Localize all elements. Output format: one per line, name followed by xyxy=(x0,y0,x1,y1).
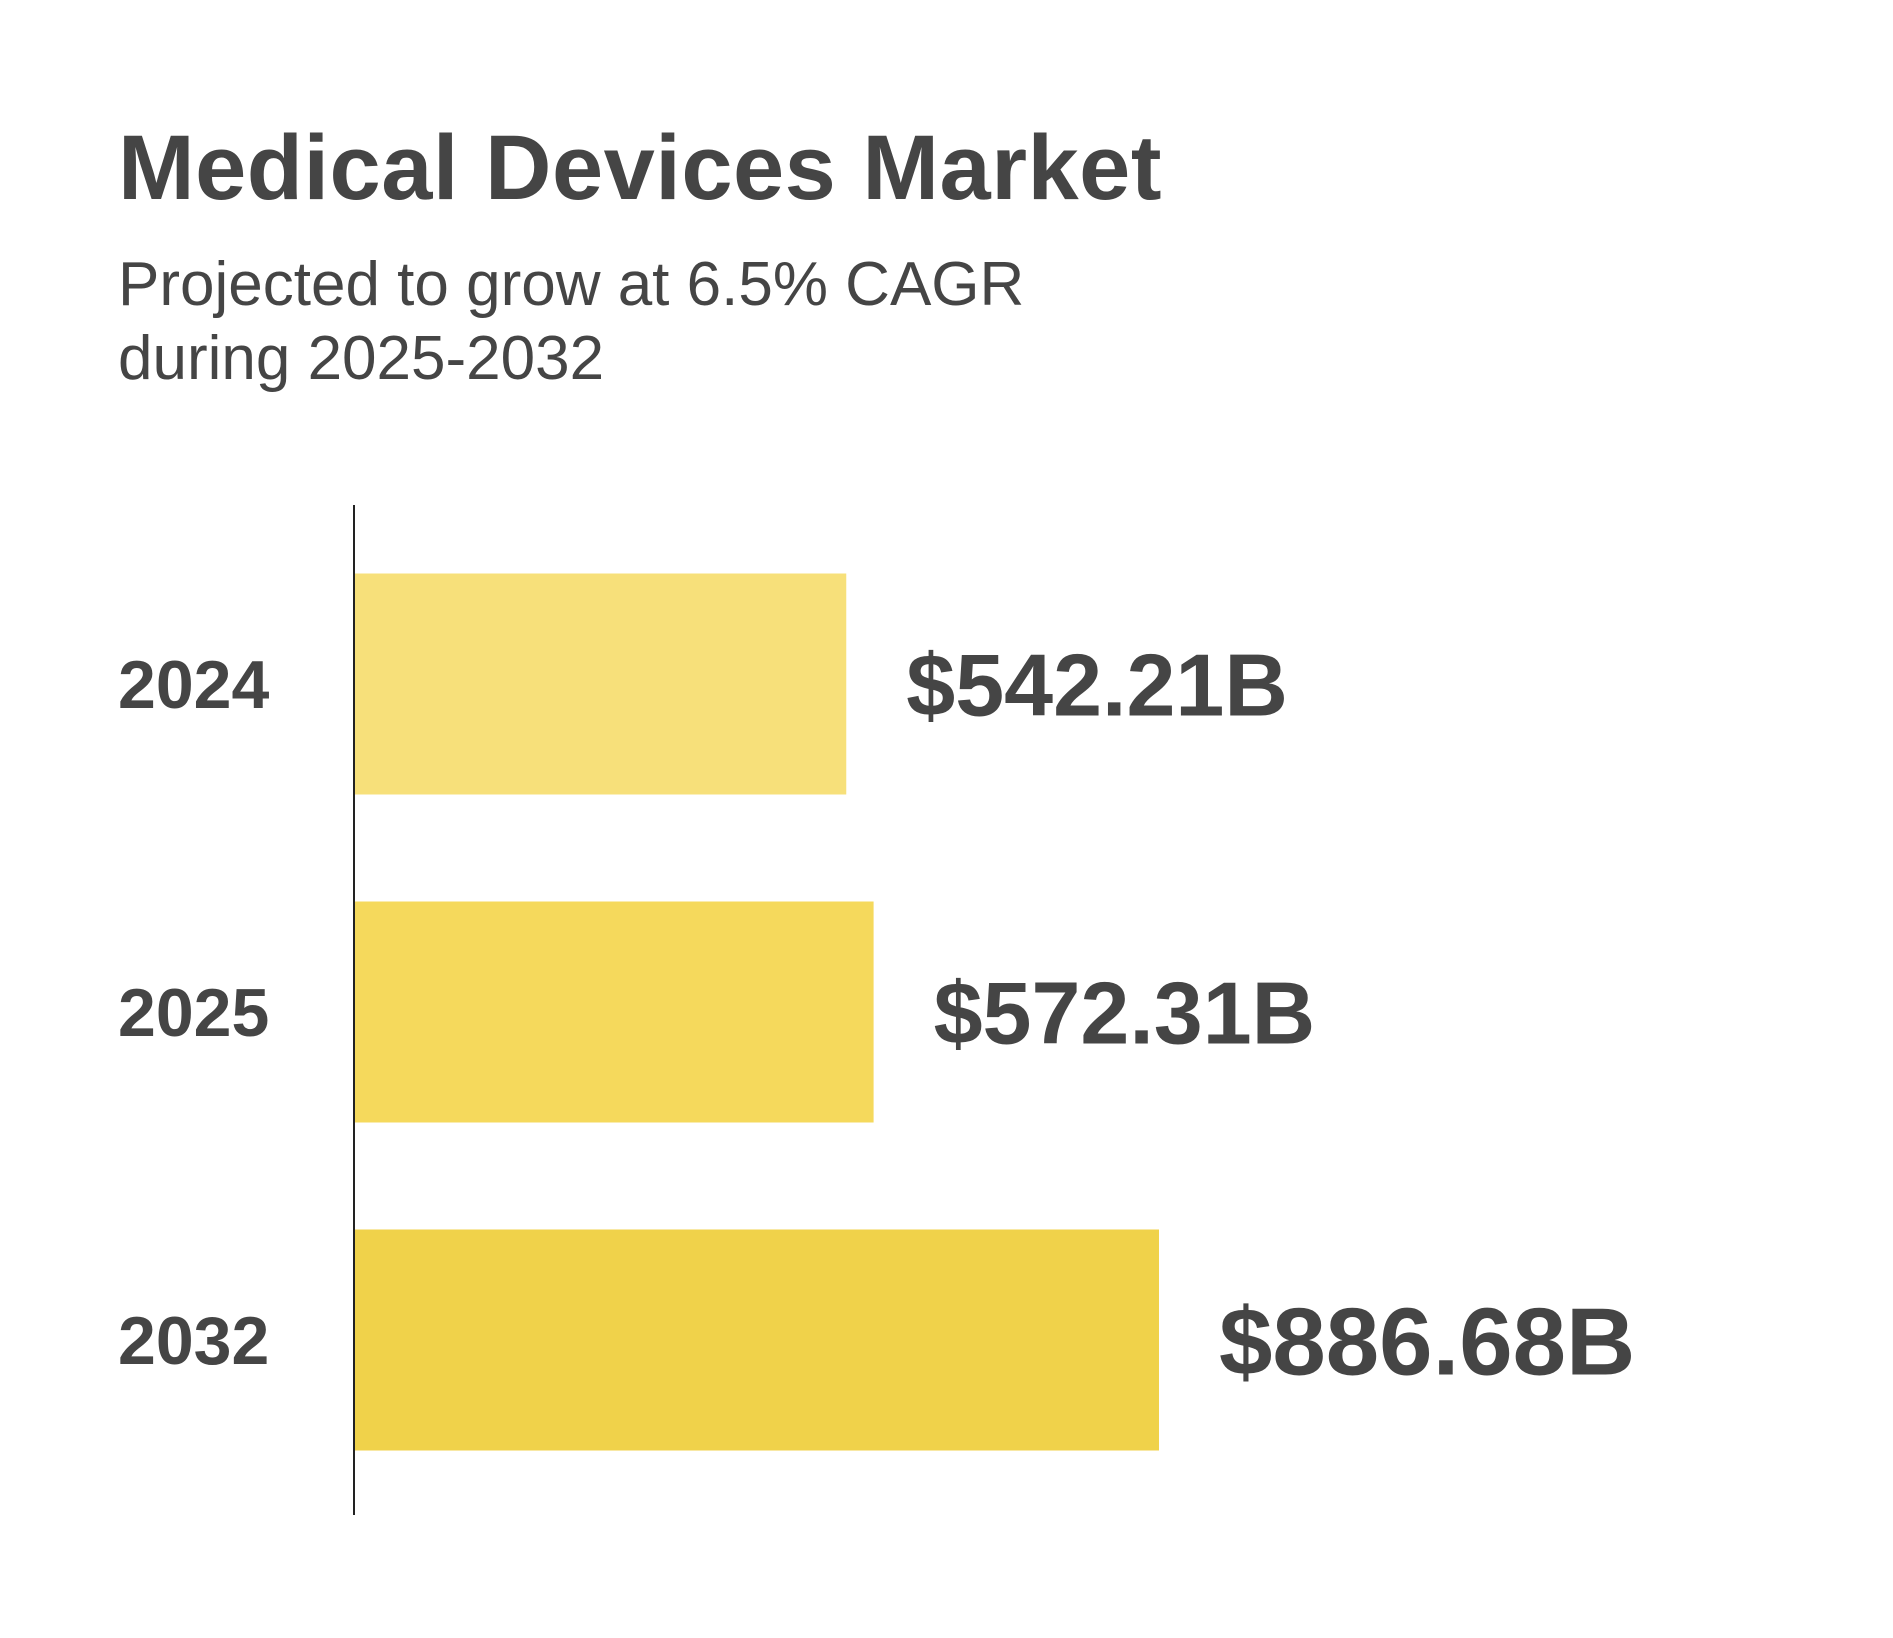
subtitle-line-1: Projected to grow at 6.5% CAGR xyxy=(118,250,1025,319)
value-label-2025: $572.31B xyxy=(934,964,1316,1063)
chart-title: Medical Devices Market xyxy=(118,117,1162,219)
value-label-2024: $542.21B xyxy=(906,636,1288,735)
bar-2024 xyxy=(354,573,847,795)
category-label-2032: 2032 xyxy=(118,1303,269,1379)
bar-2032 xyxy=(354,1229,1159,1451)
chart-subtitle: Projected to grow at 6.5% CAGR during 20… xyxy=(118,248,1024,396)
value-label-2032: $886.68B xyxy=(1219,1289,1635,1396)
bar-2025 xyxy=(354,901,874,1123)
subtitle-line-2: during 2025-2032 xyxy=(118,324,605,393)
category-label-2024: 2024 xyxy=(118,647,269,723)
category-label-2025: 2025 xyxy=(118,975,269,1051)
